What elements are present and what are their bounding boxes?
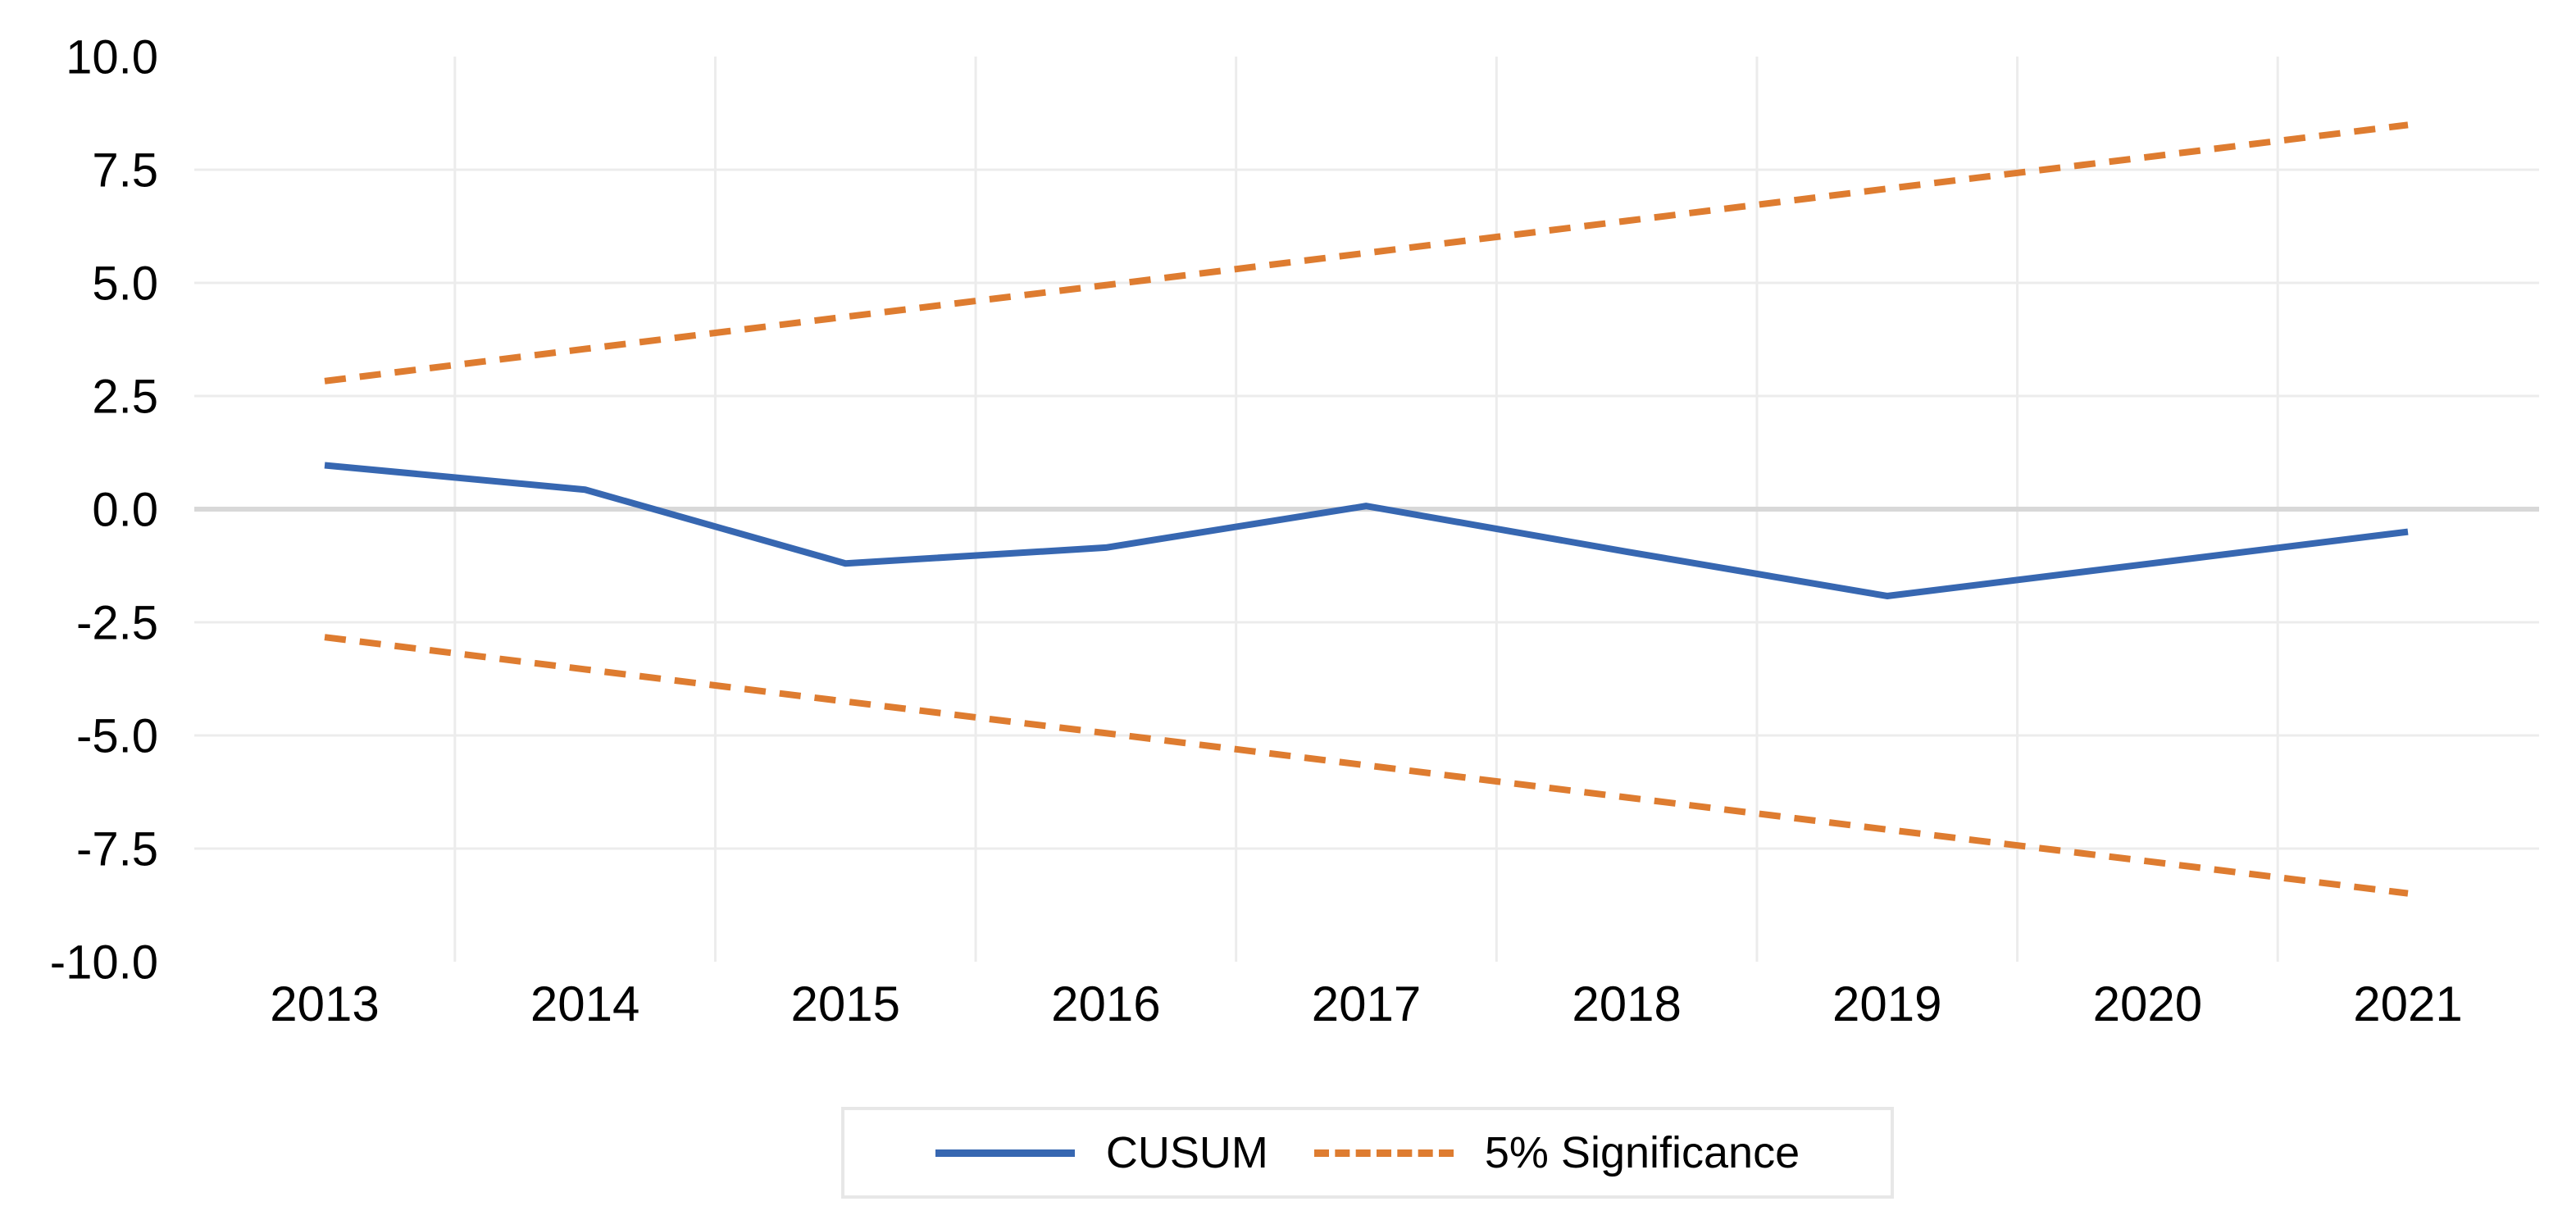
y-tick-label: -7.5: [76, 822, 158, 876]
y-tick-label: 10.0: [66, 30, 158, 84]
y-tick-label: 2.5: [92, 370, 158, 423]
legend-significance-line-sample: [1313, 1149, 1454, 1157]
series-lines: [324, 121, 2409, 897]
y-tick-label: -10.0: [50, 935, 158, 989]
y-tick-label: -5.0: [76, 709, 158, 762]
x-tick-label: 2017: [1312, 976, 1421, 1031]
x-tick-label: 2014: [530, 976, 639, 1031]
significance-lower-line: [324, 634, 2409, 897]
horizontal-gridlines: [194, 168, 2539, 850]
x-tick-label: 2016: [1051, 976, 1160, 1031]
x-tick-label: 2013: [270, 976, 379, 1031]
legend-significance-label: 5% Significance: [1484, 1128, 1800, 1177]
y-tick-label: 5.0: [92, 257, 158, 310]
significance-upper-line: [324, 121, 2409, 385]
legend: CUSUM 5% Significance: [841, 1107, 1894, 1199]
x-tick-label: 2020: [2093, 976, 2202, 1031]
y-tick-label: 0.0: [92, 483, 158, 536]
legend-cusum-line-sample: [935, 1149, 1075, 1157]
legend-cusum-label: CUSUM: [1105, 1128, 1268, 1177]
x-tick-label: 2018: [1572, 976, 1681, 1031]
x-tick-label: 2021: [2353, 976, 2462, 1031]
x-tick-label: 2015: [791, 976, 900, 1031]
y-axis-tick-labels: 10.0 7.5 5.0 2.5 0.0 -2.5 -5.0 -7.5 -10.0: [50, 30, 158, 989]
y-tick-label: -2.5: [76, 596, 158, 649]
cusum-line: [324, 462, 2409, 599]
x-axis-tick-labels: 2013 2014 2015 2016 2017 2018 2019 2020 2021: [270, 976, 2462, 1031]
x-tick-label: 2019: [1832, 976, 1941, 1031]
y-tick-label: 7.5: [92, 143, 158, 197]
